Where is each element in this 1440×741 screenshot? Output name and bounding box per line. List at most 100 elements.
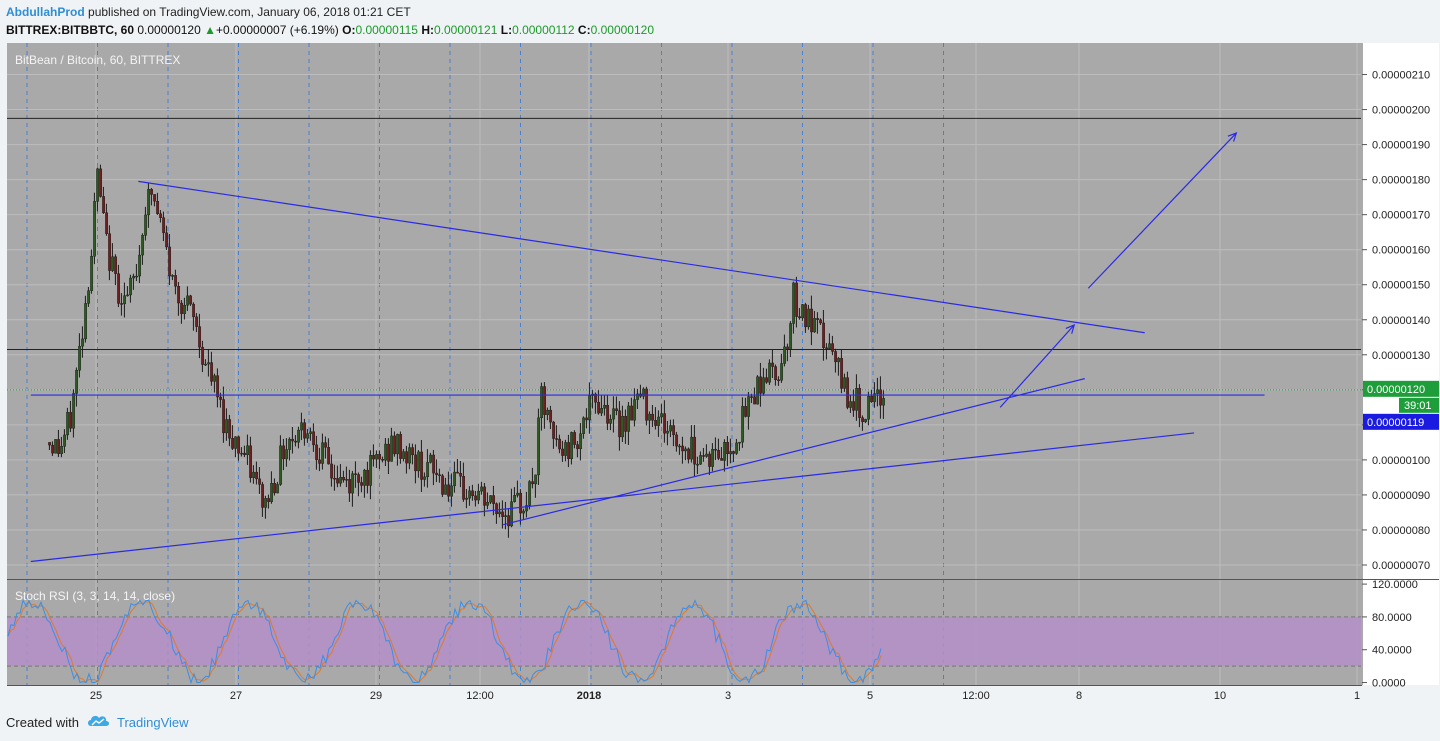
candle-body (390, 435, 394, 462)
candle-body (426, 462, 430, 478)
candle-body (354, 473, 358, 475)
candle-body (828, 343, 832, 349)
candle-body (501, 511, 505, 517)
candle-body (801, 304, 805, 319)
main-pane[interactable] (7, 43, 1361, 579)
x-tick-label: 25 (90, 690, 102, 702)
tradingview-brand-link[interactable]: TradingView (116, 715, 189, 730)
candle-body (429, 454, 433, 463)
candle-body (606, 404, 610, 424)
y-tick-label: 0.00000090 (1372, 490, 1430, 502)
candle-body (417, 451, 421, 472)
candle-body (378, 454, 382, 460)
candle-body (549, 409, 553, 423)
x-tick-label: 10 (1214, 690, 1226, 702)
candle-body (75, 369, 79, 394)
candle-body (168, 246, 172, 277)
candle-body (174, 275, 178, 287)
rsi-d-line (7, 601, 882, 684)
candle-body (798, 316, 802, 319)
candle-body (123, 295, 127, 305)
price-axis[interactable] (1361, 43, 1439, 685)
price-labels: 0.00000120 39:01 0.00000119 (1363, 380, 1439, 430)
candle-body (693, 436, 697, 465)
candle-body (861, 417, 865, 422)
candle-body (204, 363, 208, 366)
candle-body (363, 469, 367, 486)
candle-body (867, 396, 871, 420)
candle-body (699, 455, 703, 465)
x-tick-label: 2018 (577, 690, 601, 702)
candle-body (603, 404, 607, 409)
candle-body (837, 358, 841, 363)
candle-body (291, 438, 295, 442)
candle-body (825, 347, 829, 349)
candle-body (822, 322, 826, 348)
price-chart-svg[interactable]: 0.00000210 0.00000200 0.00000190 0.00000180… (6, 42, 1439, 704)
y-tick-label: 0.00000160 (1372, 245, 1430, 257)
candle-body (735, 442, 739, 454)
candle-body (105, 212, 109, 234)
price-axis-ticks: 0.00000210 0.00000200 0.00000190 0.00000180… (1362, 70, 1430, 572)
candle-body (372, 455, 376, 460)
candle-body (669, 425, 673, 432)
candle-body (579, 433, 583, 450)
candle-body (663, 413, 667, 434)
candle-body (855, 388, 859, 411)
candle-body (312, 431, 316, 446)
candle-body (345, 479, 349, 481)
author-link[interactable]: AbdullahProd (6, 5, 85, 19)
arrow-line (999, 324, 1075, 408)
candle-body (135, 275, 139, 278)
candle-body (786, 346, 790, 350)
trend-line (502, 378, 1085, 526)
candle-body (408, 447, 412, 464)
candle-body (339, 477, 343, 484)
candle-body (633, 399, 637, 421)
x-tick-label: 27 (230, 690, 242, 702)
candle-body (726, 442, 730, 455)
candle-body (159, 213, 163, 218)
candle-body (810, 308, 814, 333)
candle-body (696, 463, 700, 466)
candle-body (819, 319, 823, 324)
candle-body (858, 388, 862, 418)
candle-body (342, 477, 346, 481)
candle-body (660, 413, 664, 418)
candle-body (711, 448, 715, 467)
candle-body (435, 472, 439, 475)
candle-body (636, 393, 640, 400)
candle-body (762, 377, 766, 394)
candle-body (66, 412, 70, 436)
candle-body (777, 379, 781, 382)
candle-body (246, 445, 250, 456)
candle-body (477, 490, 481, 501)
low-value: 0.00000112 (512, 23, 575, 37)
candle-body (453, 471, 457, 487)
candle-body (333, 477, 337, 480)
y-tick-label: 0.00000150 (1372, 280, 1430, 292)
y-tick-label: 0.00000130 (1372, 350, 1430, 362)
candle-body (750, 396, 754, 398)
candle-body (519, 492, 523, 514)
chart-container[interactable]: 0.00000210 0.00000200 0.00000190 0.00000180… (6, 42, 1439, 704)
candle-body (531, 481, 535, 485)
candle-body (507, 515, 511, 527)
candle-body (213, 375, 217, 382)
candle-body (843, 377, 847, 389)
candle-body (252, 471, 256, 478)
candle-body (162, 217, 166, 234)
candle-body (402, 451, 406, 459)
candle-body (540, 386, 544, 419)
candle-body (81, 338, 85, 347)
candle-body (846, 377, 850, 408)
candle-body (351, 473, 355, 494)
candle-body (804, 304, 808, 328)
candle-body (612, 408, 616, 420)
tradingview-cloud-icon[interactable] (87, 714, 111, 731)
candle-body (195, 316, 199, 327)
candle-body (438, 474, 442, 476)
candle-body (459, 473, 463, 477)
rsi-lines-layer (7, 599, 882, 685)
candle-body (324, 442, 328, 448)
